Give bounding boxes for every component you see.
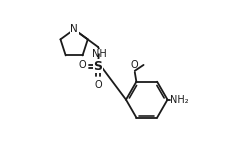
Text: O: O	[79, 60, 86, 70]
Text: O: O	[130, 60, 138, 70]
Text: N: N	[70, 24, 78, 34]
Text: S: S	[93, 60, 103, 73]
Text: O: O	[94, 80, 102, 90]
Text: NH: NH	[92, 49, 107, 59]
Text: NH₂: NH₂	[170, 95, 189, 105]
